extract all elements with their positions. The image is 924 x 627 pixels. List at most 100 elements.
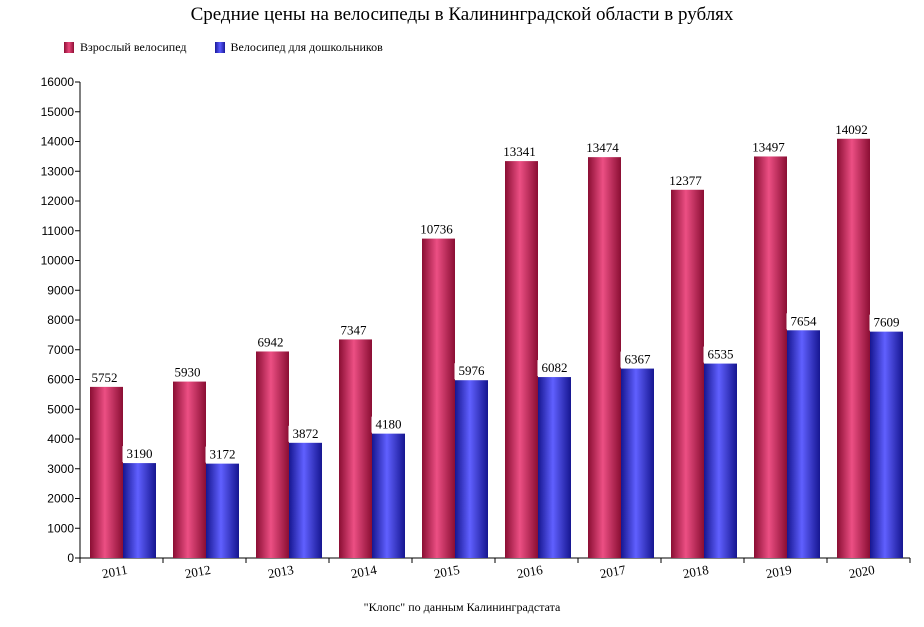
value-label-bg	[582, 140, 623, 157]
x-tick-label: 2019	[765, 562, 793, 581]
bar-kids	[538, 377, 571, 558]
y-tick-label: 8000	[47, 313, 74, 327]
x-tick-label: 2016	[516, 562, 545, 581]
x-tick-label: 2014	[350, 562, 379, 581]
legend-label-adult: Взрослый велосипед	[80, 40, 187, 54]
value-label-adult: 7347	[341, 322, 368, 337]
bar-adult	[339, 339, 372, 558]
value-label-bg	[831, 121, 872, 138]
value-label-kids: 7654	[791, 313, 818, 328]
value-label-adult: 13497	[752, 139, 785, 154]
y-tick-label: 9000	[47, 283, 74, 297]
x-tick-label: 2020	[848, 562, 876, 581]
bars	[90, 138, 903, 559]
y-tick-label: 4000	[47, 432, 74, 446]
y-tick-label: 16000	[41, 75, 75, 89]
value-label-adult: 13341	[503, 144, 536, 159]
legend-swatch-kids	[214, 42, 225, 53]
value-label-kids: 6367	[625, 352, 652, 367]
value-label-bg	[748, 139, 789, 156]
bar-kids	[123, 463, 156, 558]
bar-adult	[422, 238, 455, 558]
x-tick-label: 2017	[599, 562, 628, 581]
value-label-kids: 5976	[459, 363, 486, 378]
source-note: "Клопс" по данным Калининградстата	[363, 600, 561, 614]
bar-adult	[754, 156, 787, 559]
bar-kids	[787, 330, 820, 558]
value-label-kids: 6535	[708, 347, 734, 362]
legend-item-kids: Велосипед для дошкольников	[214, 40, 383, 55]
value-label-bg	[703, 346, 738, 363]
bar-kids	[206, 463, 239, 558]
value-label-kids: 7609	[874, 315, 900, 330]
value-label-kids: 4180	[376, 417, 402, 432]
legend-swatch-adult	[64, 42, 74, 53]
bar-kids	[455, 380, 488, 558]
bar-adult	[505, 161, 538, 558]
x-tick-label: 2012	[184, 562, 212, 581]
y-tick-label: 7000	[47, 343, 74, 357]
value-label-bg	[620, 351, 655, 368]
y-tick-label: 0	[67, 551, 74, 565]
value-label-adult: 6942	[258, 334, 284, 349]
legend: Взрослый велосипед Велосипед для дошколь…	[64, 40, 383, 55]
value-label-kids: 6082	[542, 360, 568, 375]
bar-adult	[256, 351, 289, 558]
value-label-bg	[87, 369, 122, 386]
legend-label-kids: Велосипед для дошкольников	[230, 40, 383, 54]
bar-kids	[704, 363, 737, 558]
y-tick-label: 10000	[41, 254, 75, 268]
bar-kids	[621, 368, 654, 558]
bar-adult	[588, 157, 621, 558]
value-label-bg	[288, 425, 323, 442]
value-label-kids: 3872	[293, 426, 319, 441]
bar-kids	[372, 433, 405, 558]
value-label-adult: 10736	[420, 222, 453, 237]
value-label-adult: 13474	[586, 140, 619, 155]
bar-adult	[90, 386, 123, 558]
bar-kids	[289, 442, 322, 558]
y-tick-label: 6000	[47, 373, 74, 387]
y-tick-label: 5000	[47, 402, 74, 416]
y-tick-label: 1000	[47, 521, 74, 535]
value-label-bg	[786, 313, 821, 330]
value-labels: 5752 3190 5930 3172 6942 3872 7347 4180 10736 597…	[87, 121, 904, 463]
y-tick-label: 2000	[47, 492, 74, 506]
value-label-bg	[205, 446, 240, 463]
value-label-kids: 3172	[210, 447, 236, 462]
y-tick-label: 11000	[42, 224, 75, 238]
chart-title: Средние цены на велосипеды в Калининград…	[190, 4, 734, 25]
legend-item-adult: Взрослый велосипед	[64, 40, 187, 55]
bar-adult	[837, 138, 870, 558]
y-tick-label: 13000	[41, 164, 75, 178]
bar-kids	[870, 331, 903, 558]
y-tick-label: 3000	[47, 462, 74, 476]
value-label-bg	[122, 446, 157, 463]
value-label-adult: 14092	[835, 122, 868, 137]
axes: 0 1000 2000 3000 4000 5000 6000 7000 8000 9000 100…	[41, 75, 911, 581]
y-tick-label: 12000	[41, 194, 75, 208]
value-label-kids: 3190	[127, 446, 153, 461]
bar-adult	[671, 189, 704, 559]
x-tick-label: 2015	[433, 562, 461, 581]
bar-adult	[173, 381, 206, 558]
y-tick-label: 15000	[41, 105, 75, 119]
value-label-bg	[336, 322, 371, 339]
value-label-bg	[537, 360, 572, 377]
value-label-adult: 12377	[669, 173, 702, 188]
value-label-bg	[869, 314, 904, 331]
value-label-adult: 5752	[92, 370, 118, 385]
x-tick-label: 2018	[682, 562, 710, 581]
value-label-bg	[416, 221, 457, 238]
x-tick-label: 2013	[267, 562, 295, 581]
value-label-adult: 5930	[175, 365, 201, 380]
value-label-bg	[170, 364, 205, 381]
y-tick-label: 14000	[41, 135, 75, 149]
value-label-bg	[454, 363, 489, 380]
value-label-bg	[371, 416, 406, 433]
value-label-bg	[665, 172, 706, 189]
value-label-bg	[499, 144, 540, 161]
x-tick-label: 2011	[101, 562, 129, 581]
value-label-bg	[253, 334, 288, 351]
